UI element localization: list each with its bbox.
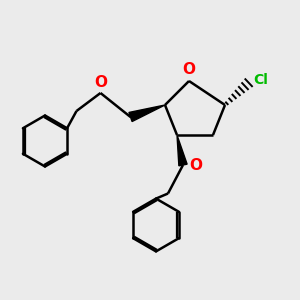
Text: O: O — [189, 158, 202, 172]
Polygon shape — [177, 135, 187, 166]
Text: O: O — [94, 75, 107, 90]
Polygon shape — [129, 105, 165, 122]
Text: Cl: Cl — [253, 73, 268, 86]
Text: O: O — [182, 61, 196, 76]
